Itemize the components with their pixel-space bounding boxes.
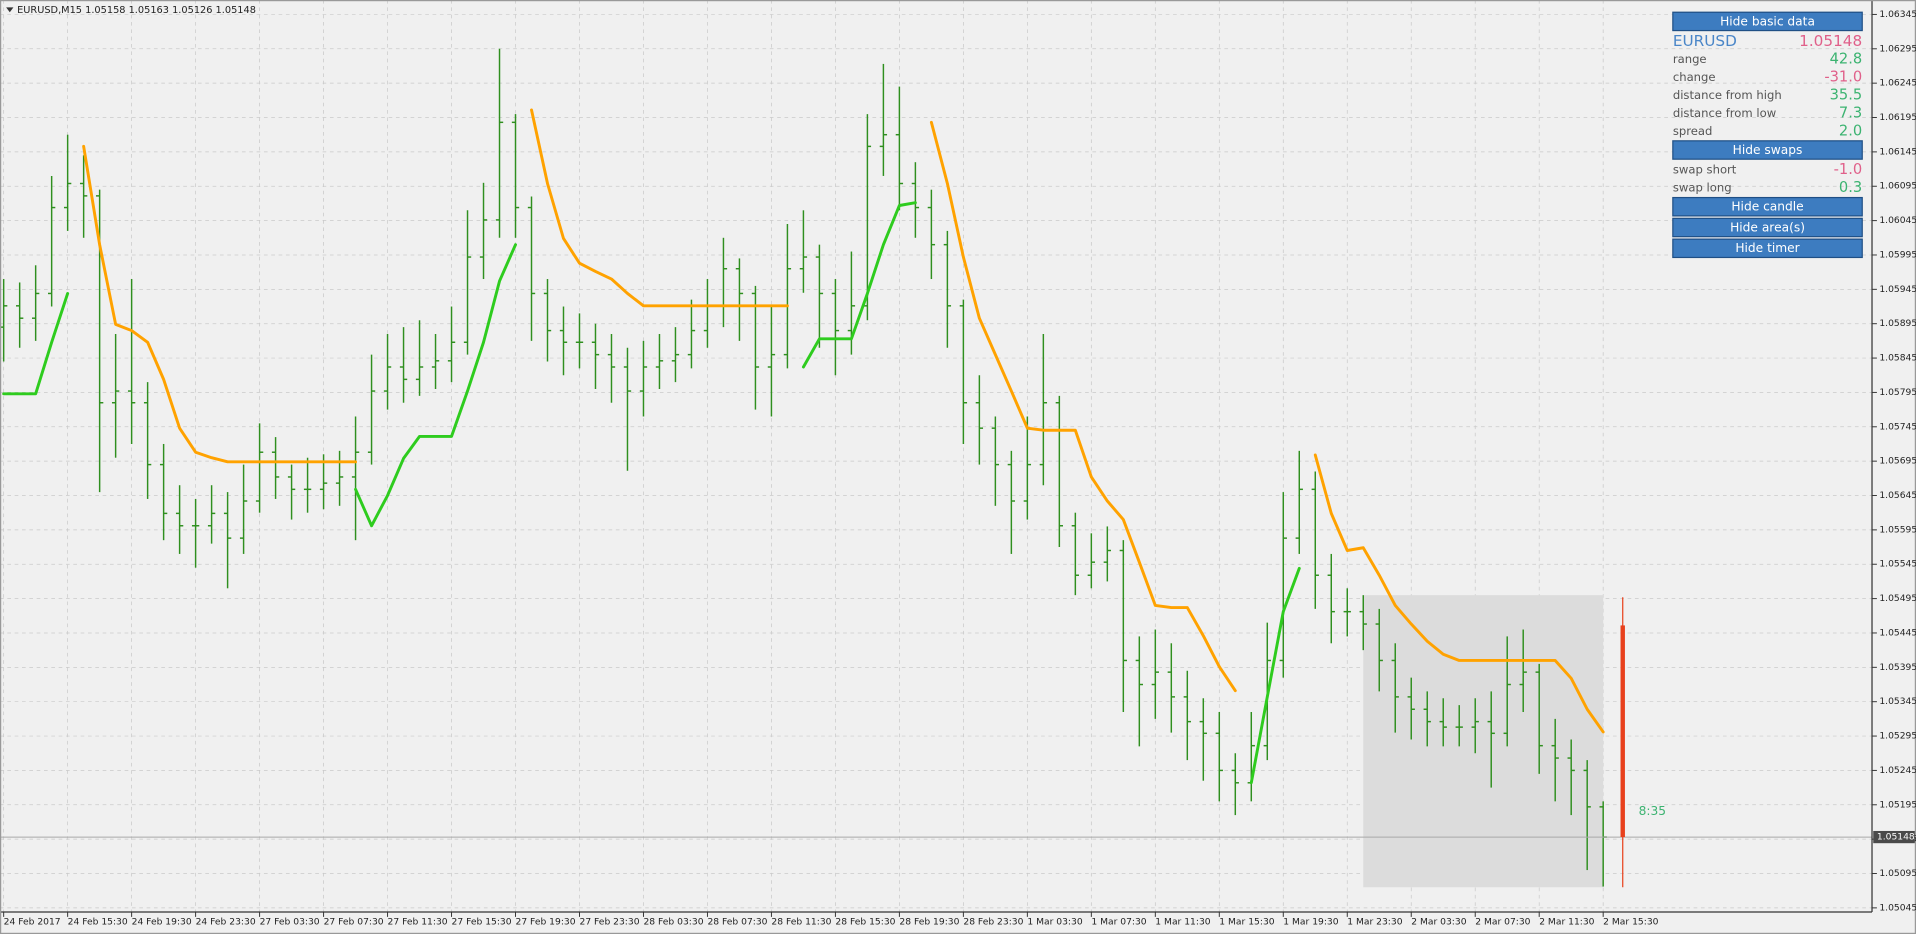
- y-tick-label: 1.05845: [1879, 353, 1916, 364]
- panel-button-label[interactable]: Hide candle: [1731, 200, 1803, 214]
- y-tick-label: 1.06145: [1879, 146, 1916, 157]
- panel-button[interactable]: [1672, 196, 1863, 217]
- panel-label: range: [1673, 52, 1707, 66]
- x-tick-label: 28 Feb 23:30: [963, 916, 1023, 927]
- panel-value: 1.05148: [1799, 32, 1862, 50]
- info-panel: Hide basic data EURUSD 1.05148 range 42.8 cha…: [1672, 11, 1863, 259]
- panel-label: swap short: [1673, 163, 1737, 177]
- plot: 8:35: [0, 48, 1873, 888]
- panel-button-label[interactable]: Hide area(s): [1730, 220, 1805, 234]
- y-tick-label: 1.05045: [1879, 902, 1916, 913]
- x-tick-label: 27 Feb 03:30: [260, 916, 320, 927]
- panel-button-label[interactable]: Hide timer: [1735, 241, 1800, 255]
- indicator-line: [82, 108, 1605, 734]
- x-tick-label: 24 Feb 23:30: [196, 916, 256, 927]
- indicator-line: [2, 201, 1301, 785]
- price-label-box: [1873, 830, 1915, 844]
- y-tick-label: 1.05195: [1879, 799, 1916, 810]
- panel-value: -31.0: [1824, 69, 1862, 86]
- chart-title: EURUSD,M15 1.05158 1.05163 1.05126 1.051…: [17, 5, 256, 16]
- panel-button-label[interactable]: Hide basic data: [1720, 14, 1815, 28]
- timer: 8:35: [1639, 804, 1666, 818]
- y-tick-label: 1.05495: [1879, 593, 1916, 604]
- y-tick-label: 1.05645: [1879, 490, 1916, 501]
- y-tick-label: 1.05395: [1879, 662, 1916, 673]
- y-tick-label: 1.06195: [1879, 112, 1916, 123]
- panel-button[interactable]: [1672, 217, 1863, 238]
- panel-value: -1.0: [1834, 161, 1863, 178]
- x-tick-label: 27 Feb 19:30: [516, 916, 576, 927]
- y-tick-label: 1.05895: [1879, 318, 1916, 329]
- x-tick-label: 28 Feb 07:30: [707, 916, 767, 927]
- x-tick-label: 27 Feb 07:30: [324, 916, 384, 927]
- y-tick-label: 1.06295: [1879, 43, 1916, 54]
- x-tick-label: 1 Mar 19:30: [1283, 916, 1338, 927]
- y-tick-label: 1.05545: [1879, 559, 1916, 570]
- y-tick-label: 1.05745: [1879, 421, 1916, 432]
- panel-label: distance from low: [1673, 106, 1776, 120]
- panel-label: EURUSD: [1673, 32, 1737, 50]
- x-tick-label: 28 Feb 15:30: [835, 916, 895, 927]
- y-tick-label: 1.05795: [1879, 387, 1916, 398]
- y-tick-label: 1.05295: [1879, 731, 1916, 742]
- y-tick-label: 1.05945: [1879, 284, 1916, 295]
- panel-label: spread: [1673, 124, 1713, 138]
- panel-button[interactable]: [1672, 140, 1863, 160]
- y-tick-label: 1.05095: [1879, 868, 1916, 879]
- y-tick-label: 1.05245: [1879, 765, 1916, 776]
- panel-value: 7.3: [1839, 104, 1862, 121]
- y-tick-label: 1.06045: [1879, 215, 1916, 226]
- x-tick-label: 2 Mar 11:30: [1539, 916, 1594, 927]
- panel-value: 0.3: [1839, 179, 1862, 196]
- y-tick-label: 1.06095: [1879, 181, 1916, 192]
- menu-arrow[interactable]: [6, 7, 14, 13]
- x-tick-label: 24 Feb 19:30: [132, 916, 192, 927]
- y-tick-label: 1.05695: [1879, 456, 1916, 467]
- y-tick-label: 1.05595: [1879, 524, 1916, 535]
- panel-button[interactable]: [1672, 238, 1863, 259]
- candle-body: [1620, 625, 1625, 838]
- x-tick-label: 28 Feb 11:30: [771, 916, 831, 927]
- x-tick-label: 27 Feb 11:30: [388, 916, 448, 927]
- x-tick-label: 28 Feb 03:30: [643, 916, 703, 927]
- y-tick-label: 1.06345: [1879, 9, 1916, 20]
- area-box: [1363, 595, 1604, 888]
- x-tick-label: 1 Mar 07:30: [1091, 916, 1146, 927]
- x-tick-label: 1 Mar 23:30: [1347, 916, 1402, 927]
- panel-button-label[interactable]: Hide swaps: [1733, 143, 1803, 157]
- panel-label: distance from high: [1673, 88, 1782, 102]
- panel-button[interactable]: [1672, 11, 1863, 32]
- panel-value: 2.0: [1839, 122, 1862, 139]
- x-tick-label: 27 Feb 23:30: [579, 916, 639, 927]
- panel-label: change: [1673, 70, 1716, 84]
- panel-label: swap long: [1673, 181, 1732, 195]
- x-tick-label: 27 Feb 15:30: [452, 916, 512, 927]
- panel-value: 42.8: [1830, 51, 1863, 68]
- x-tick-label: 24 Feb 15:30: [68, 916, 128, 927]
- y-tick-label: 1.06245: [1879, 78, 1916, 89]
- y-tick-label: 1.05445: [1879, 627, 1916, 638]
- x-tick-label: 2 Mar 03:30: [1411, 916, 1466, 927]
- x-tick-label: 28 Feb 19:30: [899, 916, 959, 927]
- x-tick-label: 24 Feb 2017: [4, 916, 61, 927]
- x-tick-label: 1 Mar 15:30: [1219, 916, 1274, 927]
- x-tick-label: 2 Mar 15:30: [1603, 916, 1658, 927]
- x-tick-label: 1 Mar 11:30: [1155, 916, 1210, 927]
- y-tick-label: 1.05995: [1879, 249, 1916, 260]
- x-tick-label: 2 Mar 07:30: [1475, 916, 1530, 927]
- y-tick-label: 1.05345: [1879, 696, 1916, 707]
- x-tick-label: 1 Mar 03:30: [1027, 916, 1082, 927]
- panel-value: 35.5: [1830, 86, 1863, 103]
- price-label: 1.05148: [1877, 832, 1915, 843]
